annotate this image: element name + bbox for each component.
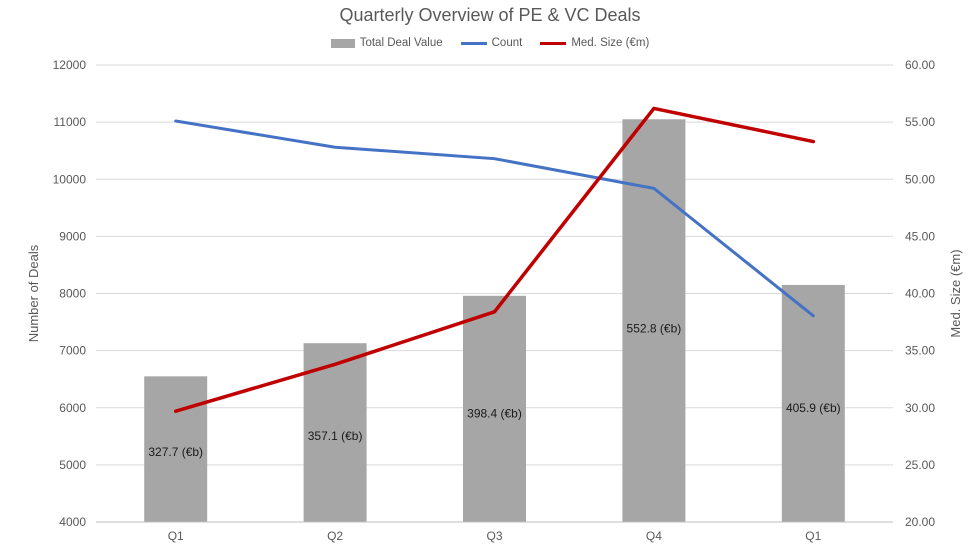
x-tick-label: Q1 bbox=[805, 529, 821, 543]
y-tick-label: 10000 bbox=[53, 172, 87, 186]
y-tick-label: 11000 bbox=[54, 115, 87, 129]
legend-swatch-line bbox=[540, 41, 567, 45]
bar bbox=[144, 376, 208, 522]
bar-data-label: 552.8 (€b) bbox=[627, 322, 682, 336]
y-axis-title: Number of Deals bbox=[26, 244, 41, 342]
y-tick-label: 6000 bbox=[59, 401, 86, 415]
legend-label: Count bbox=[491, 37, 523, 49]
legend-item-count: Count bbox=[460, 37, 523, 49]
bars bbox=[144, 119, 845, 523]
legend-swatch-bar bbox=[330, 38, 355, 48]
y2-tick-label: 60.00 bbox=[905, 58, 935, 72]
axes: 4000 20.00 5000 25.00 6000 30.00 7000 35.00 8000… bbox=[26, 58, 963, 543]
y2-axis-title: Med. Size (€m) bbox=[948, 249, 963, 337]
bar-data-label: 327.7 (€b) bbox=[148, 445, 203, 459]
legend-label: Total Deal Value bbox=[359, 37, 443, 49]
y2-tick-label: 55.00 bbox=[905, 115, 935, 129]
x-tick-label: Q3 bbox=[486, 529, 502, 543]
bar-data-label: 357.1 (€b) bbox=[308, 429, 363, 443]
series-lines bbox=[173, 106, 816, 413]
legend-swatch-line bbox=[460, 41, 487, 45]
chart-title: Quarterly Overview of PE & VC Deals bbox=[339, 5, 641, 25]
bar bbox=[463, 295, 526, 522]
y-tick-label: 5000 bbox=[59, 458, 86, 472]
x-tick-label: Q1 bbox=[168, 529, 184, 543]
legend-item-total-deal-value: Total Deal Value bbox=[330, 37, 443, 49]
y-tick-label: 12000 bbox=[53, 58, 87, 72]
count-line bbox=[174, 119, 815, 318]
y2-tick-label: 40.00 bbox=[905, 287, 935, 301]
bar-data-label: 405.9 (€b) bbox=[786, 401, 841, 415]
y-tick-label: 9000 bbox=[59, 229, 86, 243]
y2-tick-label: 45.00 bbox=[905, 229, 935, 243]
y2-tick-label: 35.00 bbox=[905, 344, 935, 358]
x-tick-label: Q4 bbox=[646, 529, 662, 543]
legend-item-med-size: Med. Size (€m) bbox=[540, 37, 649, 49]
bar bbox=[622, 119, 686, 523]
legend: Total Deal Value Count Med. Size (€m) bbox=[0, 37, 980, 49]
x-tick-label: Q2 bbox=[327, 529, 343, 543]
y-tick-label: 4000 bbox=[59, 515, 86, 529]
y2-tick-label: 30.00 bbox=[905, 401, 935, 415]
y2-tick-label: 50.00 bbox=[905, 172, 935, 186]
bar bbox=[303, 343, 367, 522]
y2-tick-label: 25.00 bbox=[905, 458, 935, 472]
bar bbox=[781, 284, 845, 522]
bar-data-label: 398.4 (€b) bbox=[467, 406, 522, 420]
y2-tick-label: 20.00 bbox=[905, 515, 935, 529]
y-tick-label: 7000 bbox=[59, 344, 86, 358]
legend-label: Med. Size (€m) bbox=[571, 37, 650, 49]
y-tick-label: 8000 bbox=[59, 287, 86, 301]
data-labels: 327.7 (€b) 357.1 (€b) 398.4 (€b) 552.8 (€b)… bbox=[148, 322, 840, 459]
